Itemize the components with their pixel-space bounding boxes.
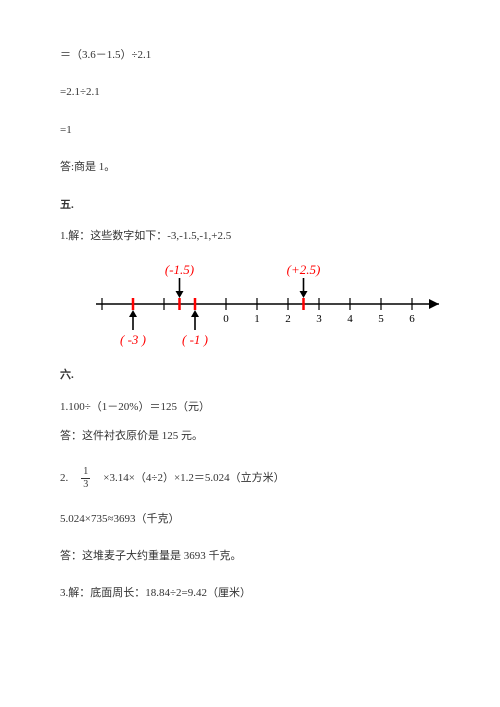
svg-text:2: 2	[285, 313, 291, 325]
svg-text:(-1.5): (-1.5)	[165, 262, 194, 277]
q2-suffix: ×3.14×（4÷2）×1.2＝5.024（立方米）	[92, 472, 284, 484]
section-6-q2-calc: 2. 13 ×3.14×（4÷2）×1.2＝5.024（立方米）	[60, 467, 440, 490]
svg-text:( -1 ): ( -1 )	[182, 332, 208, 347]
calc-answer: 答:商是 1。	[60, 160, 440, 175]
q2-frac-den: 3	[81, 479, 90, 490]
svg-text:6: 6	[409, 313, 415, 325]
q2-frac-num: 1	[81, 467, 90, 479]
calc-step-3: =1	[60, 123, 440, 138]
q2-prefix: 2.	[60, 472, 79, 484]
section-6-q2b: 5.024×735≈3693（千克）	[60, 512, 440, 527]
svg-text:0: 0	[223, 313, 229, 325]
svg-text:(+2.5): (+2.5)	[287, 262, 321, 277]
svg-text:4: 4	[347, 313, 353, 325]
section-5-q1-text: 1.解：这些数字如下：-3,-1.5,-1,+2.5	[60, 229, 440, 244]
q2-fraction: 13	[81, 467, 90, 490]
calc-step-1: ＝（3.6－1.5）÷2.1	[60, 48, 440, 63]
section-6-q2-answer: 答：这堆麦子大约重量是 3693 千克。	[60, 549, 440, 564]
section-6-head: 六.	[60, 368, 440, 383]
svg-text:3: 3	[316, 313, 322, 325]
section-5-head: 五.	[60, 198, 440, 213]
svg-text:1: 1	[254, 313, 260, 325]
section-6-q1-answer: 答：这件衬衣原价是 125 元。	[60, 429, 440, 444]
calc-step-2: =2.1÷2.1	[60, 85, 440, 100]
number-line-figure: 0 1 2 3 4 5 6 (-1.5) (+2.5) ( -3 ) ( -1 )	[78, 254, 458, 354]
section-6-q3: 3.解：底面周长：18.84÷2=9.42（厘米）	[60, 586, 440, 601]
svg-text:( -3 ): ( -3 )	[120, 332, 146, 347]
section-6-q1-calc: 1.100÷（1－20%）＝125（元）	[60, 400, 440, 415]
svg-text:5: 5	[378, 313, 384, 325]
